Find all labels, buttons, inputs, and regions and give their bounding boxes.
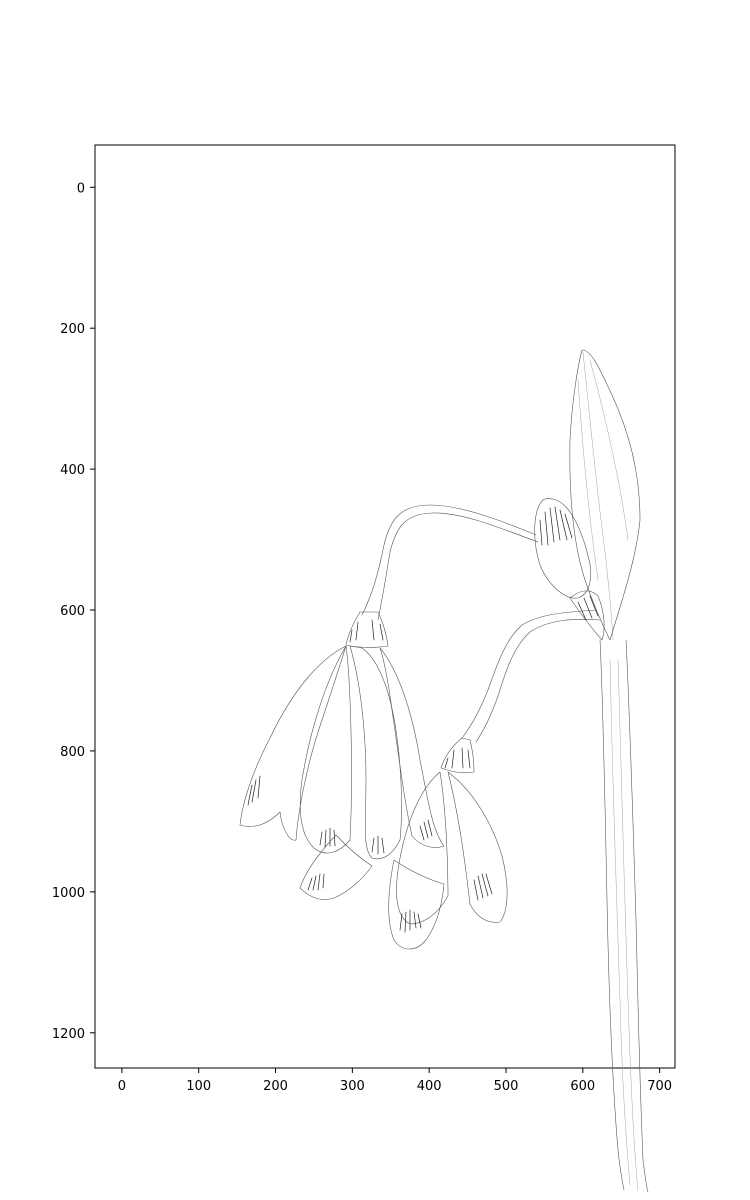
upper-stalk <box>361 504 537 616</box>
leaf-vein-3 <box>589 359 629 541</box>
main-stem-edge <box>625 639 649 1193</box>
upper-petal-left <box>239 645 347 841</box>
y-tick-label: 1000 <box>52 886 85 901</box>
lower-petal-hatching <box>399 873 493 933</box>
x-tick-label: 100 <box>186 1079 211 1094</box>
x-tick-label: 0 <box>118 1079 126 1094</box>
y-tick-label: 200 <box>60 322 85 337</box>
stem-line-2 <box>617 659 639 1191</box>
leaf-vein-2 <box>577 379 599 581</box>
lower-calyx-hatching <box>444 747 471 769</box>
upper-petal-hatching <box>247 775 433 855</box>
x-tick-label: 200 <box>263 1079 288 1094</box>
x-tick-label: 400 <box>417 1079 442 1094</box>
x-tick-label: 300 <box>340 1079 365 1094</box>
y-tick-label: 800 <box>60 745 85 760</box>
upper-stalk-edge <box>377 512 539 621</box>
x-tick-label: 600 <box>570 1079 595 1094</box>
y-tick-label: 0 <box>77 181 85 196</box>
lower-bract <box>569 590 605 641</box>
bud-hatching <box>539 506 573 546</box>
leaf-outline <box>569 349 641 641</box>
back-petal-hatching <box>307 873 325 891</box>
y-axis: 0 200 400 600 800 1000 1200 <box>52 181 95 1042</box>
plant-sketch <box>239 349 649 1193</box>
upper-petal-back-lower <box>299 834 373 900</box>
plot-area <box>94 144 676 1069</box>
lower-petal-front <box>388 859 445 950</box>
upper-petal-center <box>349 645 402 860</box>
upper-petal-mid-left <box>299 645 352 854</box>
x-axis: 0 100 200 300 400 500 600 700 <box>118 1068 672 1094</box>
y-tick-label: 400 <box>60 463 85 478</box>
main-stem <box>599 639 625 1191</box>
lower-bract-hatching <box>577 595 599 621</box>
y-tick-label: 600 <box>60 604 85 619</box>
lower-stalk-edge <box>475 619 601 743</box>
bud-outline <box>534 498 591 599</box>
y-tick-label: 1200 <box>52 1027 85 1042</box>
upper-calyx-hatching <box>349 619 384 643</box>
x-tick-label: 500 <box>494 1079 519 1094</box>
lower-stalk <box>461 609 597 739</box>
upper-calyx <box>345 611 389 648</box>
upper-petal-right <box>379 647 445 848</box>
leaf-vein <box>582 351 614 641</box>
lower-calyx <box>440 737 475 774</box>
x-tick-label: 700 <box>647 1079 672 1094</box>
lower-petal-right <box>447 771 508 923</box>
